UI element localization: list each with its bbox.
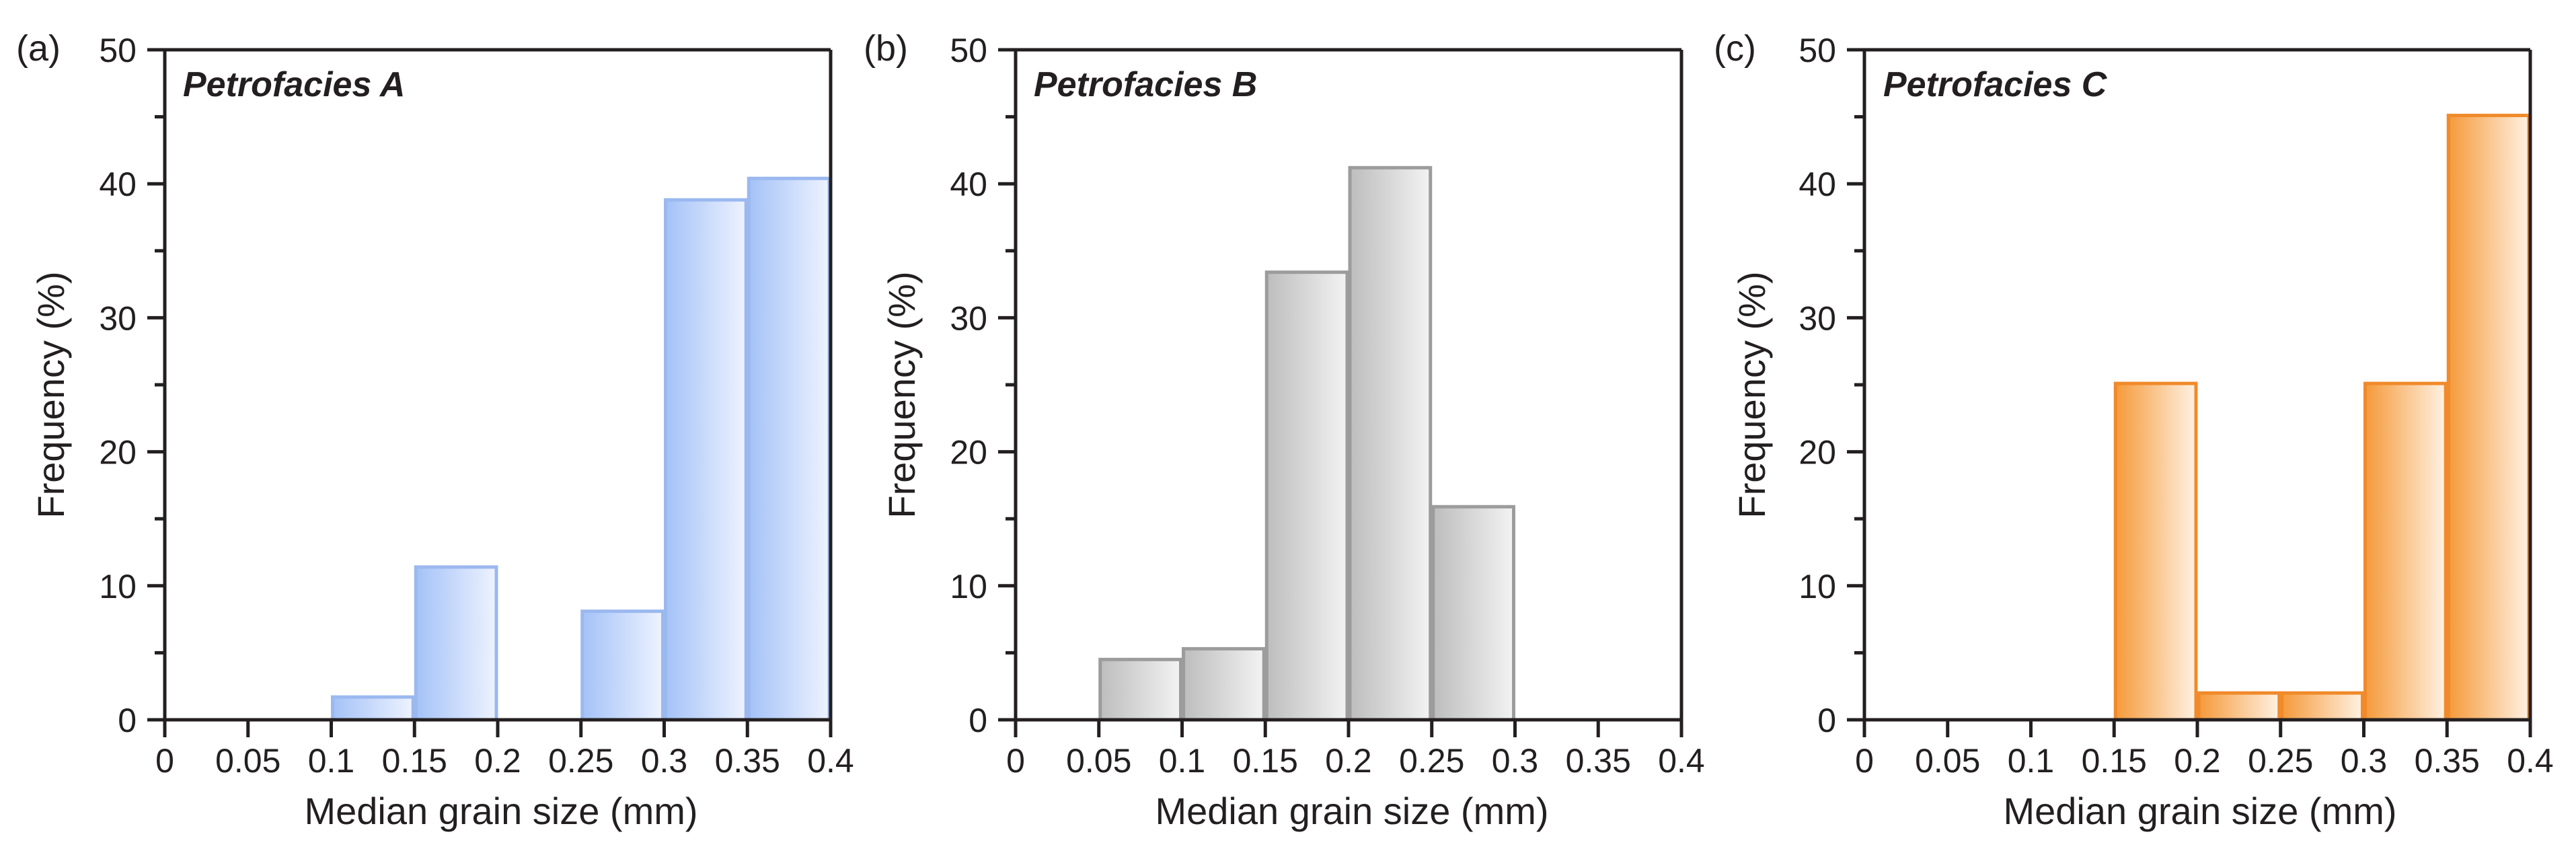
histogram-bar (2363, 381, 2448, 722)
y-tick-label: 40 (1798, 165, 1836, 203)
panel-b: (b) Petrofacies B Median grain size (mm)… (864, 28, 1705, 832)
histogram-bar (414, 565, 498, 722)
y-tick-label: 40 (99, 165, 137, 203)
histogram-bar (1098, 657, 1182, 722)
histogram-bar (2280, 691, 2364, 722)
histogram-bar (580, 609, 665, 722)
y-tick-label: 10 (1798, 568, 1836, 605)
x-tick-label: 0 (155, 742, 174, 780)
y-tick-label: 20 (950, 434, 987, 472)
panel-title: Petrofacies A (183, 65, 405, 104)
y-axis-title: Frequency (%) (30, 271, 72, 518)
x-tick-label: 0.25 (548, 742, 613, 780)
histogram-bar (664, 198, 748, 722)
histogram-bar (1264, 270, 1349, 722)
panel-title: Petrofacies B (1034, 65, 1257, 104)
panel-c: (c) Petrofacies C Median grain size (mm)… (1714, 28, 2554, 832)
x-tick-label: 0 (1855, 742, 1874, 780)
x-tick-label: 0.15 (2082, 742, 2147, 780)
x-tick-label: 0.3 (641, 742, 688, 780)
x-tick-label: 0.35 (1566, 742, 1631, 780)
y-tick-label: 20 (1798, 434, 1836, 472)
histogram-bar (2197, 691, 2281, 722)
y-tick-label: 0 (1817, 702, 1836, 739)
x-tick-label: 0.4 (2507, 742, 2554, 780)
x-tick-label: 0.25 (2248, 742, 2313, 780)
y-tick-label: 20 (99, 434, 137, 472)
x-tick-label: 0.1 (1159, 742, 1206, 780)
y-axis-title: Frequency (%) (880, 271, 923, 518)
x-tick-label: 0.15 (1233, 742, 1298, 780)
x-tick-label: 0.35 (2415, 742, 2480, 780)
x-tick-label: 0.3 (2341, 742, 2388, 780)
x-tick-label: 0.15 (382, 742, 447, 780)
x-tick-label: 0.05 (1915, 742, 1980, 780)
x-axis-title: Median grain size (mm) (1155, 790, 1548, 832)
y-tick-label: 50 (1798, 32, 1836, 69)
y-tick-label: 10 (99, 568, 137, 605)
x-tick-label: 0.2 (474, 742, 521, 780)
x-tick-label: 0.05 (215, 742, 280, 780)
histogram-bar (747, 176, 831, 722)
y-tick-label: 0 (118, 702, 137, 739)
x-tick-label: 0.05 (1066, 742, 1131, 780)
panel-label: (c) (1714, 28, 1756, 69)
x-tick-label: 0.2 (1325, 742, 1372, 780)
histogram-bar (2113, 381, 2198, 722)
x-tick-label: 0.3 (1492, 742, 1539, 780)
panel-title: Petrofacies C (1883, 65, 2108, 104)
histogram-bar (2446, 114, 2531, 722)
panel-label: (a) (16, 28, 61, 69)
x-tick-label: 0 (1006, 742, 1025, 780)
x-tick-label: 0.4 (807, 742, 854, 780)
x-tick-label: 0.1 (2008, 742, 2055, 780)
y-tick-label: 50 (99, 32, 137, 69)
x-axis-title: Median grain size (mm) (304, 790, 697, 832)
histogram-bar (1182, 646, 1266, 722)
x-tick-label: 0.25 (1399, 742, 1464, 780)
y-tick-label: 40 (950, 165, 987, 203)
panel-a: (a) Petrofacies A Median grain size (mm)… (16, 28, 854, 832)
histogram-bar (1431, 505, 1515, 722)
histogram-bar (1348, 165, 1433, 722)
x-tick-label: 0.2 (2174, 742, 2221, 780)
y-tick-label: 30 (99, 299, 137, 337)
histogram-bar (331, 695, 415, 722)
x-axis-title: Median grain size (mm) (2003, 790, 2396, 832)
y-tick-label: 10 (950, 568, 987, 605)
x-tick-label: 0.4 (1658, 742, 1705, 780)
x-tick-label: 0.1 (308, 742, 355, 780)
y-tick-label: 30 (1798, 299, 1836, 337)
panel-label: (b) (864, 28, 908, 69)
y-axis-title: Frequency (%) (1731, 271, 1773, 518)
x-tick-label: 0.35 (715, 742, 780, 780)
y-tick-label: 30 (950, 299, 987, 337)
y-tick-label: 0 (969, 702, 987, 739)
y-tick-label: 50 (950, 32, 987, 69)
